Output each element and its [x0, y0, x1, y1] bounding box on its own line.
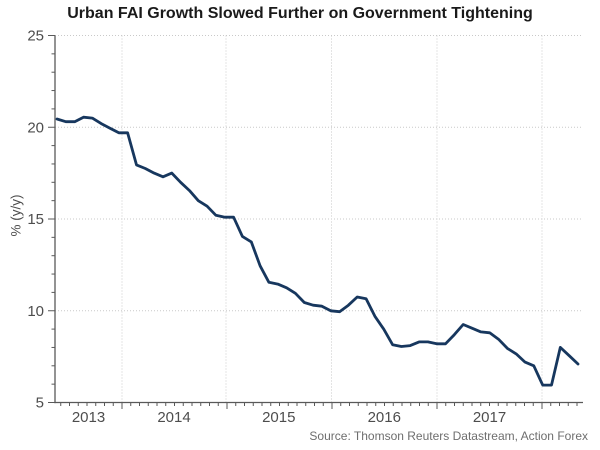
x-tick-label: 2017: [473, 409, 506, 426]
source-credit: Source: Thomson Reuters Datastream, Acti…: [309, 429, 588, 443]
y-tick-label: 5: [36, 395, 44, 412]
y-tick-label: 10: [27, 303, 44, 320]
x-tick-label: 2014: [157, 409, 190, 426]
y-tick-label: 20: [27, 119, 44, 136]
y-tick-label: 15: [27, 211, 44, 228]
fai-growth-line: [55, 115, 580, 387]
x-tick-label: 2016: [368, 409, 401, 426]
chart-title: Urban FAI Growth Slowed Further on Gover…: [67, 5, 533, 22]
x-tick-label: 2015: [262, 409, 295, 426]
y-tick-label: 25: [27, 28, 44, 45]
y-axis-title: % (y/y): [8, 194, 24, 237]
x-tick-label: 2013: [72, 409, 105, 426]
